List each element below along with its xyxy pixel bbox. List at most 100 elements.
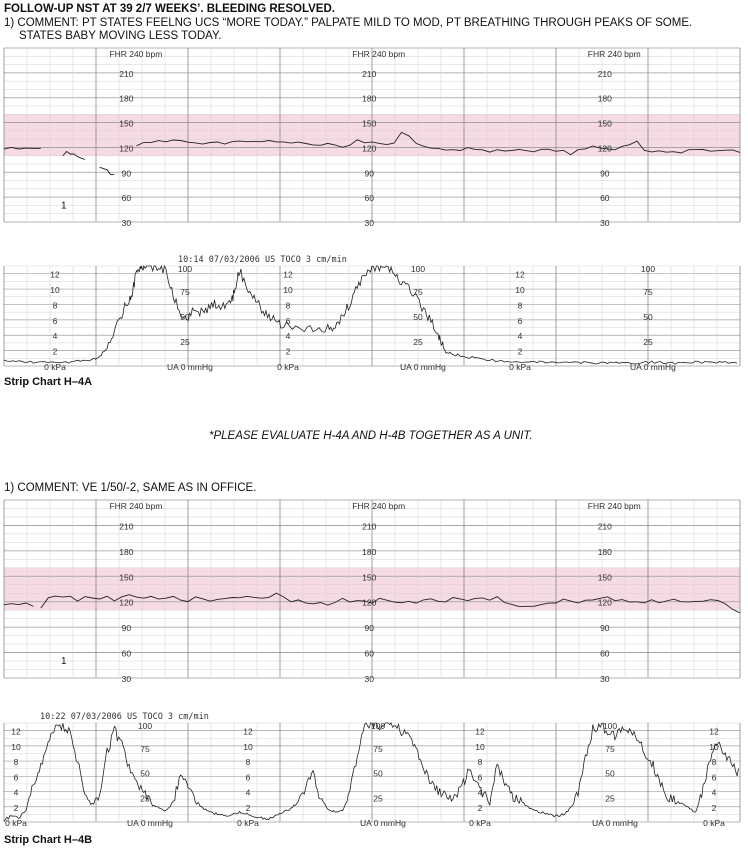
ua-mmhg-tick-label: 75 <box>140 744 150 754</box>
fhr-tick-label: 30 <box>600 218 610 228</box>
ua-mmhg-tick-label: 100 <box>178 264 192 274</box>
strip-a-title: FOLLOW-UP NST AT 39 2/7 WEEKS’. BLEEDING… <box>4 3 335 15</box>
ua-kpa-tick-label: 8 <box>53 300 58 310</box>
ua-kpa-tick-label: 2 <box>712 803 717 813</box>
ua-trace <box>3 722 739 822</box>
fhr-tick-label: 90 <box>365 168 375 178</box>
ua-kpa-tick-label: 10 <box>515 285 525 295</box>
ua-mmhg-tick-label: 75 <box>643 287 653 297</box>
ua-mmhg-tick-label: 100 <box>371 721 385 731</box>
ua-kpa-tick-label: 0 kPa <box>469 818 491 828</box>
ua-mmhg-tick-label: 25 <box>373 793 383 803</box>
ua-kpa-tick-label: 12 <box>515 270 525 280</box>
fhr-tick-label: 90 <box>122 623 132 633</box>
fhr-trace <box>99 166 115 176</box>
ua-mmhg-tick-label: UA 0 mmHg <box>360 818 406 828</box>
fhr-trace <box>40 592 741 614</box>
page-marker: 1 <box>61 200 67 211</box>
fhr-tick-label: 120 <box>362 143 376 153</box>
ua-kpa-tick-label: 0 kPa <box>237 818 259 828</box>
ua-kpa-tick-label: 12 <box>283 270 293 280</box>
ua-mmhg-tick-label: UA 0 mmHg <box>127 818 173 828</box>
ua-kpa-tick-label: 0 kPa <box>5 818 27 828</box>
ua-kpa-tick-label: 6 <box>53 316 58 326</box>
ua-mmhg-tick-label: 25 <box>180 337 190 347</box>
ua-kpa-tick-label: 2 <box>478 803 483 813</box>
ua-mmhg-tick-label: 75 <box>413 287 423 297</box>
ua-mmhg-tick-label: 50 <box>413 312 423 322</box>
ua-mmhg-tick-label: 25 <box>605 793 615 803</box>
ua-mmhg-tick-label: 25 <box>413 337 423 347</box>
ua-mmhg-tick-label: 50 <box>373 769 383 779</box>
fhr-tick-label: 210 <box>362 521 376 531</box>
fhr-tick-label: 90 <box>122 168 132 178</box>
ua-mmhg-tick-label: 75 <box>605 744 615 754</box>
fhr-tick-label: 150 <box>362 572 376 582</box>
fhr-scale-label: FHR 240 bpm <box>352 49 405 59</box>
fhr-tick-label: 30 <box>122 218 132 228</box>
ua-kpa-tick-label: 12 <box>243 727 253 737</box>
ua-mmhg-tick-label: 75 <box>373 744 383 754</box>
ua-kpa-tick-label: 4 <box>286 331 291 341</box>
fhr-tick-label: 210 <box>598 69 612 79</box>
fhr-scale-label: FHR 240 bpm <box>588 501 641 511</box>
ua-kpa-tick-label: 12 <box>50 270 60 280</box>
fhr-tick-label: 210 <box>119 521 133 531</box>
ua-kpa-tick-label: 6 <box>14 772 19 782</box>
ua-kpa-tick-label: 8 <box>712 757 717 767</box>
fhr-scale-label: FHR 240 bpm <box>352 501 405 511</box>
ua-kpa-tick-label: 2 <box>246 803 251 813</box>
ua-kpa-tick-label: 10 <box>475 742 485 752</box>
ua-mmhg-tick-label: 50 <box>605 769 615 779</box>
ua-timestamp: 10:14 07/03/2006 US TOCO 3 cm/min <box>178 255 347 265</box>
ua-kpa-tick-label: 12 <box>11 727 21 737</box>
ua-kpa-tick-label: 6 <box>712 772 717 782</box>
ua-mmhg-tick-label: UA 0 mmHg <box>630 362 676 372</box>
fhr-tick-label: 210 <box>598 521 612 531</box>
ua-kpa-tick-label: 2 <box>286 347 291 357</box>
fhr-tick-label: 60 <box>600 649 610 659</box>
ua-mmhg-tick-label: 50 <box>140 769 150 779</box>
fhr-scale-label: FHR 240 bpm <box>109 49 162 59</box>
fhr-tick-label: 150 <box>598 572 612 582</box>
fhr-trace <box>3 602 34 607</box>
ua-kpa-tick-label: 10 <box>283 285 293 295</box>
ua-kpa-tick-label: 10 <box>50 285 60 295</box>
fhr-tick-label: 180 <box>598 94 612 104</box>
ua-timestamp: 10:22 07/03/2006 US TOCO 3 cm/min <box>40 712 209 722</box>
ua-kpa-tick-label: 0 kPa <box>44 362 66 372</box>
ua-mmhg-tick-label: UA 0 mmHg <box>592 818 638 828</box>
ua-mmhg-tick-label: 25 <box>643 337 653 347</box>
ua-kpa-tick-label: 4 <box>478 788 483 798</box>
fhr-panel-b: FHR 240 bpm 210 180 150 120 90 60 30 FHR 240 bpm… <box>3 499 741 684</box>
ua-kpa-tick-label: 8 <box>246 757 251 767</box>
fhr-tick-label: 30 <box>600 674 610 684</box>
fhr-tick-label: 180 <box>362 547 376 557</box>
fhr-tick-label: 90 <box>600 623 610 633</box>
strip-a-label: Strip Chart H–4A <box>4 376 93 388</box>
strip-b-label: Strip Chart H–4B <box>4 834 93 846</box>
fhr-panel-a: FHR 240 bpm 210 180 150 120 90 60 30 FHR 240 bpm… <box>3 47 741 228</box>
strip-b-comment: 1) COMMENT: VE 1/50/-2, SAME AS IN OFFIC… <box>4 482 257 494</box>
fhr-scale-label: FHR 240 bpm <box>588 49 641 59</box>
fhr-tick-label: 180 <box>362 94 376 104</box>
fhr-tick-label: 60 <box>365 193 375 203</box>
ua-mmhg-tick-label: 50 <box>180 312 190 322</box>
ua-panel-a: 10:14 07/03/2006 US TOCO 3 cm/min 12 10 8 6 4… <box>3 255 741 372</box>
fhr-tick-label: 90 <box>365 623 375 633</box>
ua-mmhg-tick-label: UA 0 mmHg <box>167 362 213 372</box>
fhr-tick-label: 150 <box>362 119 376 129</box>
fhr-tick-label: 180 <box>598 547 612 557</box>
ua-kpa-tick-label: 12 <box>709 727 719 737</box>
ua-kpa-tick-label: 6 <box>518 316 523 326</box>
ua-kpa-tick-label: 8 <box>478 757 483 767</box>
ua-mmhg-tick-label: 50 <box>643 312 653 322</box>
ua-kpa-tick-label: 4 <box>53 331 58 341</box>
ua-mmhg-tick-label: 75 <box>180 287 190 297</box>
fhr-trace <box>62 150 86 160</box>
fhr-tick-label: 180 <box>119 94 133 104</box>
fhr-tick-label: 120 <box>119 598 133 608</box>
fhr-trace <box>3 146 41 150</box>
ua-kpa-tick-label: 8 <box>518 300 523 310</box>
